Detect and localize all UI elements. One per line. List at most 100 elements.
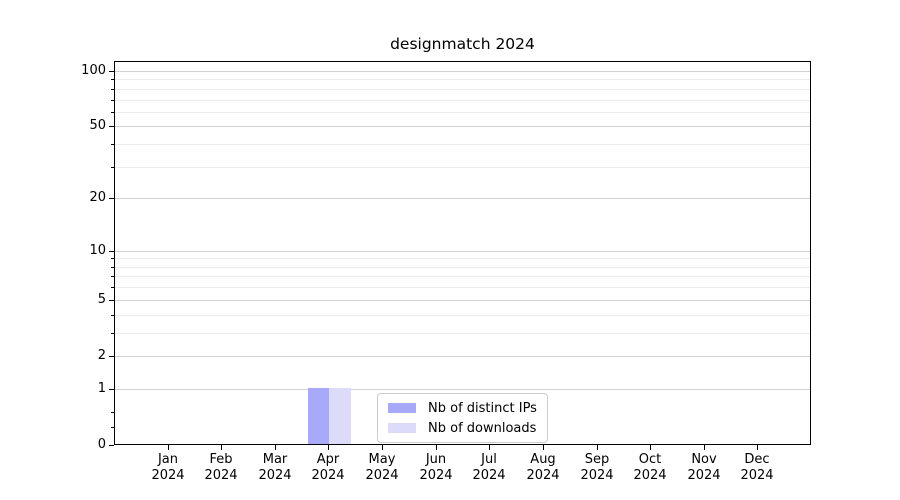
- y-tick-label: 20: [89, 190, 106, 205]
- legend-swatch-distinct-ips: [388, 403, 416, 413]
- x-tick-label: Sep 2024: [565, 452, 629, 484]
- x-tick-mark: [275, 445, 276, 450]
- x-tick-month: Apr: [316, 452, 340, 467]
- x-tick-month: Oct: [638, 452, 662, 467]
- y-minor-tick-mark: [111, 412, 114, 413]
- x-tick-year: 2024: [633, 468, 667, 483]
- x-tick-mark: [328, 445, 329, 450]
- y-tick-label: 100: [81, 63, 106, 78]
- x-tick-month: Jun: [425, 452, 447, 467]
- legend-label-downloads: Nb of downloads: [428, 420, 537, 436]
- x-tick-year: 2024: [365, 468, 399, 483]
- y-minor-tick-mark: [111, 258, 114, 259]
- gridline-minor: [115, 266, 810, 268]
- x-tick-month: Jan: [157, 452, 179, 467]
- y-tick-label: 2: [97, 348, 106, 363]
- x-tick-month: Sep: [584, 452, 610, 467]
- chart-title: designmatch 2024: [390, 35, 535, 53]
- y-tick-mark: [109, 126, 114, 127]
- y-minor-tick-mark: [111, 267, 114, 268]
- gridline-major: [115, 299, 810, 301]
- gridline-minor: [115, 99, 810, 101]
- y-tick-mark: [109, 198, 114, 199]
- x-tick-year: 2024: [258, 468, 292, 483]
- y-minor-tick-mark: [111, 167, 114, 168]
- x-tick-label: Nov 2024: [672, 452, 736, 484]
- legend-swatch-downloads: [388, 423, 416, 433]
- x-tick-mark: [757, 445, 758, 450]
- gridline-major: [115, 198, 810, 200]
- x-tick-year: 2024: [580, 468, 614, 483]
- y-minor-tick-mark: [111, 89, 114, 90]
- gridline-major: [115, 355, 810, 357]
- y-minor-tick-mark: [111, 100, 114, 101]
- x-tick-label: Oct 2024: [618, 452, 682, 484]
- x-tick-label: Apr 2024: [296, 452, 360, 484]
- x-tick-year: 2024: [687, 468, 721, 483]
- x-tick-mark: [704, 445, 705, 450]
- y-tick-label: 5: [97, 292, 106, 307]
- gridline-major: [115, 71, 810, 72]
- x-tick-mark: [221, 445, 222, 450]
- x-tick-month: Aug: [530, 452, 556, 467]
- x-tick-mark: [436, 445, 437, 450]
- gridline-minor: [115, 166, 810, 168]
- legend: Nb of distinct IPs Nb of downloads: [377, 393, 548, 443]
- y-tick-label: 0: [97, 437, 106, 452]
- bar-downloads: [329, 387, 351, 444]
- x-tick-label: Jun 2024: [404, 452, 468, 484]
- x-tick-label: Dec 2024: [725, 452, 789, 484]
- x-tick-label: Mar 2024: [243, 452, 307, 484]
- gridline-minor: [115, 111, 810, 113]
- legend-label-distinct-ips: Nb of distinct IPs: [428, 400, 537, 416]
- y-tick-label: 1: [97, 381, 106, 396]
- x-tick-year: 2024: [472, 468, 506, 483]
- x-tick-label: Jul 2024: [457, 452, 521, 484]
- gridline-minor: [115, 88, 810, 90]
- y-minor-tick-mark: [111, 427, 114, 428]
- gridline-minor: [115, 258, 810, 260]
- x-tick-month: Jul: [481, 452, 497, 467]
- legend-item-distinct-ips: Nb of distinct IPs: [388, 400, 537, 416]
- x-tick-year: 2024: [204, 468, 238, 483]
- x-tick-mark: [382, 445, 383, 450]
- gridline-minor: [115, 144, 810, 146]
- x-tick-label: Feb 2024: [189, 452, 253, 484]
- x-tick-month: Dec: [744, 452, 770, 467]
- gridline-minor: [115, 79, 810, 81]
- gridline-major: [115, 250, 810, 252]
- y-tick-mark: [109, 445, 114, 446]
- y-tick-mark: [109, 71, 114, 72]
- plot-area: [114, 61, 811, 445]
- x-tick-year: 2024: [419, 468, 453, 483]
- y-tick-label: 50: [89, 118, 106, 133]
- y-minor-tick-mark: [111, 79, 114, 80]
- gridline-minor: [115, 276, 810, 278]
- y-minor-tick-mark: [111, 287, 114, 288]
- x-tick-month: Nov: [691, 452, 717, 467]
- gridline-major: [115, 388, 810, 390]
- x-tick-year: 2024: [526, 468, 560, 483]
- x-tick-mark: [597, 445, 598, 450]
- y-minor-tick-mark: [111, 276, 114, 277]
- x-tick-mark: [543, 445, 544, 450]
- x-tick-label: Aug 2024: [511, 452, 575, 484]
- y-minor-tick-mark: [111, 315, 114, 316]
- gridline-minor: [115, 332, 810, 334]
- x-tick-mark: [168, 445, 169, 450]
- gridline-major: [115, 126, 810, 128]
- gridline-minor: [115, 314, 810, 316]
- y-tick-mark: [109, 356, 114, 357]
- x-tick-month: Mar: [262, 452, 288, 467]
- y-tick-mark: [109, 389, 114, 390]
- x-tick-year: 2024: [740, 468, 774, 483]
- y-minor-tick-mark: [111, 144, 114, 145]
- bar-distinct-ips: [308, 387, 330, 444]
- y-tick-mark: [109, 251, 114, 252]
- legend-item-downloads: Nb of downloads: [388, 420, 537, 436]
- x-tick-month: May: [368, 452, 396, 467]
- x-tick-year: 2024: [151, 468, 185, 483]
- y-tick-label: 10: [89, 243, 106, 258]
- gridline-minor: [115, 287, 810, 289]
